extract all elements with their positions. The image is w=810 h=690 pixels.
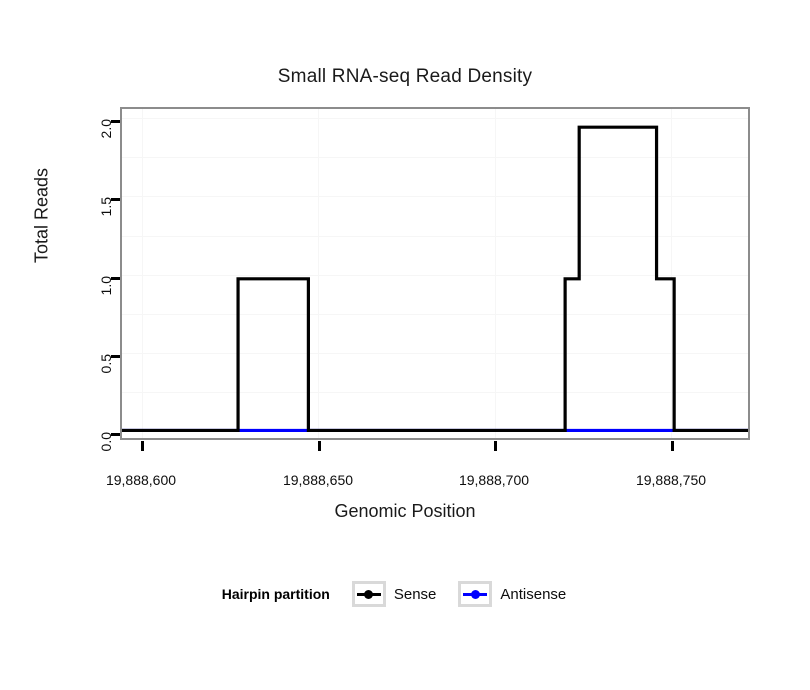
- legend-key-antisense-icon: [458, 581, 493, 607]
- legend-key-sense-icon: [351, 581, 386, 607]
- y-axis-title: Total Reads: [31, 167, 52, 264]
- y-tick-label-0.5: 0.5: [98, 354, 114, 374]
- legend-title: Hairpin partition: [221, 586, 330, 602]
- gridline-h-1.25: [122, 236, 748, 237]
- y-tick-1.0: [111, 277, 120, 280]
- x-tick-19888700: [494, 441, 497, 451]
- plot-panel: [120, 107, 750, 440]
- gridline-h-0.25: [122, 392, 748, 393]
- series-line-sense: [122, 127, 748, 430]
- x-axis-title: Genomic Position: [334, 501, 476, 521]
- gridline-h-0.75: [122, 314, 748, 315]
- y-tick-0.0: [111, 433, 120, 436]
- legend-label-sense: Sense: [393, 585, 437, 603]
- y-tick-label-1.0: 1.0: [98, 276, 114, 296]
- y-tick-label-1.5: 1.5: [98, 197, 114, 217]
- gridline-h-1.75: [122, 157, 748, 158]
- legend-item-antisense[interactable]: Antisense: [458, 581, 566, 607]
- gridline-v-19888750: [671, 109, 672, 438]
- y-tick-label-2.0: 2.0: [98, 119, 114, 139]
- x-tick-label-19888750: 19,888,750: [635, 472, 707, 488]
- y-tick-0.5: [111, 355, 120, 358]
- y-tick-1.5: [111, 198, 120, 201]
- gridline-v-19888700: [495, 109, 496, 438]
- gridline-v-19888600: [142, 109, 143, 438]
- x-tick-19888750: [671, 441, 674, 451]
- gridline-h-2.0: [122, 118, 748, 119]
- plot-area: [122, 109, 748, 438]
- legend-label-antisense: Antisense: [500, 585, 567, 603]
- x-tick-label-19888600: 19,888,600: [105, 472, 177, 488]
- gridline-v-19888650: [318, 109, 319, 438]
- gridline-h-1.0: [122, 275, 748, 276]
- legend-item-sense[interactable]: Sense: [351, 581, 437, 607]
- x-tick-19888650: [318, 441, 321, 451]
- y-tick-2.0: [111, 120, 120, 123]
- x-tick-label-19888650: 19,888,650: [282, 472, 354, 488]
- x-tick-label-19888700: 19,888,700: [458, 472, 530, 488]
- series-canvas: [122, 109, 748, 438]
- chart-legend: Hairpin partition Sense Antisense: [0, 581, 810, 607]
- gridline-h-0.5: [122, 353, 748, 354]
- chart-title: Small RNA-seq Read Density: [277, 66, 533, 87]
- gridline-h-1.5: [122, 196, 748, 197]
- x-tick-19888600: [141, 441, 144, 451]
